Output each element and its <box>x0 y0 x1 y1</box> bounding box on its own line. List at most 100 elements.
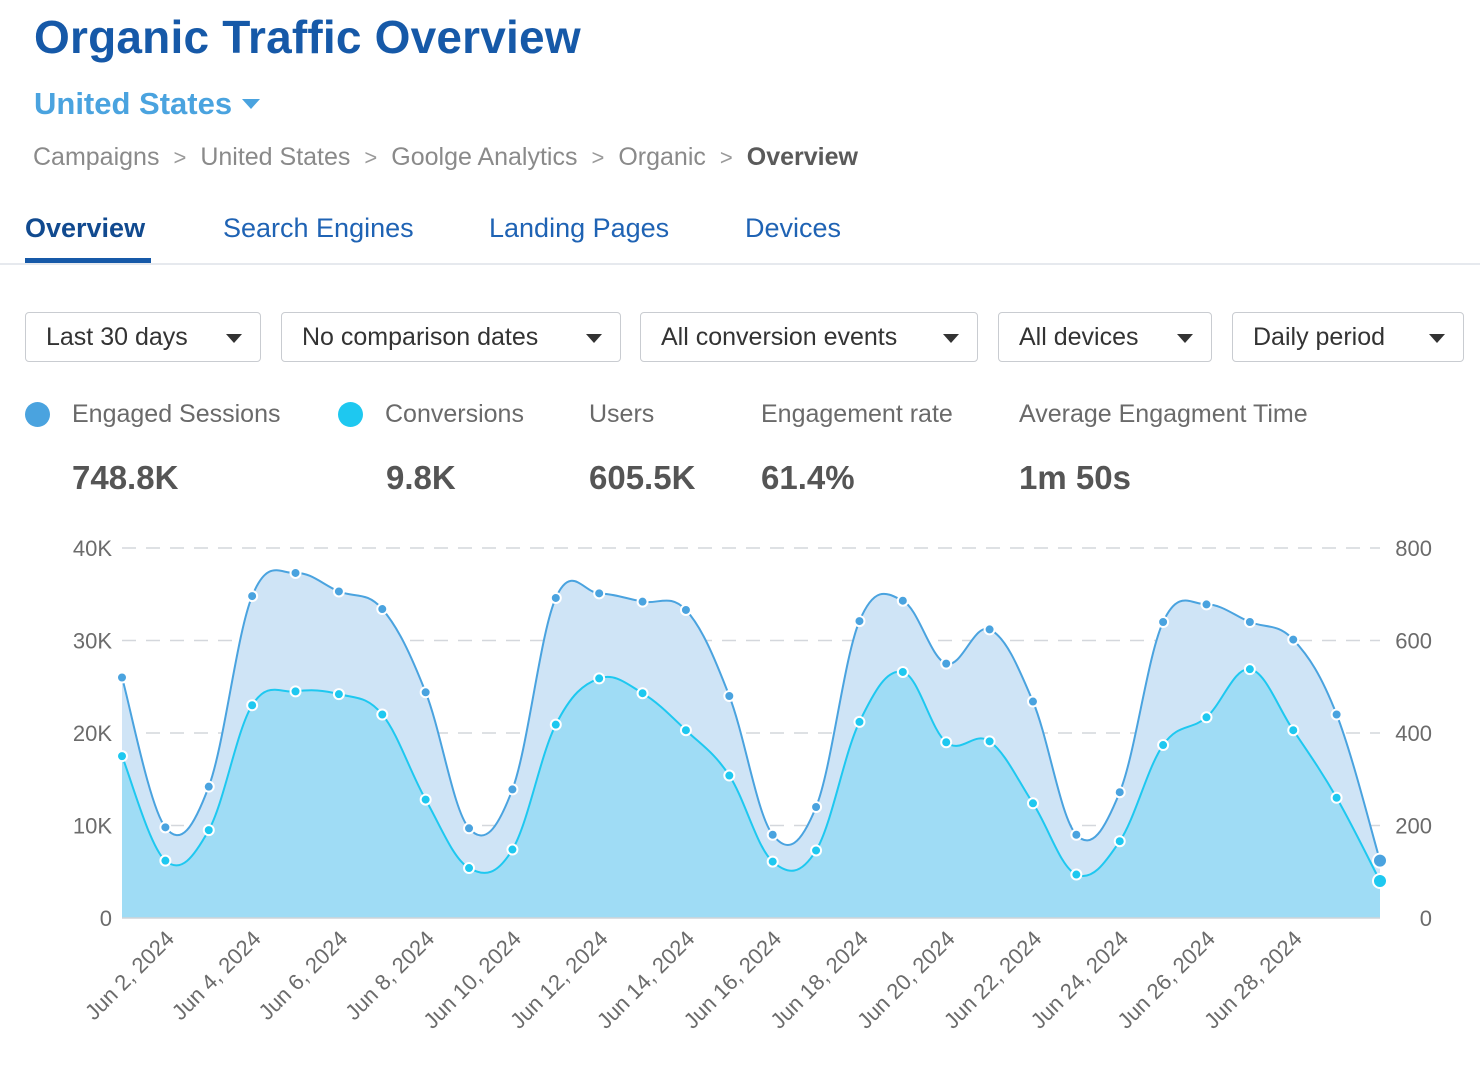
engaged-sessions-point <box>766 828 779 841</box>
conversions-point <box>723 769 736 782</box>
conversion-events-dropdown[interactable]: All conversion events <box>640 312 978 362</box>
period-value: Daily period <box>1253 322 1386 351</box>
left-axis-tick-label: 40K <box>73 536 112 561</box>
right-axis-tick-label: 0 <box>1420 906 1432 931</box>
conversions-point <box>810 844 823 857</box>
conversions-point <box>593 672 606 685</box>
engaged-sessions-point <box>1287 633 1300 646</box>
date-range-dropdown[interactable]: Last 30 days <box>25 312 261 362</box>
engaged-sessions-line <box>121 569 1381 861</box>
x-axis-tick-label: Jun 2, 2024 <box>80 926 179 1025</box>
breadcrumb-item-organic[interactable]: Organic <box>618 143 706 171</box>
metric-label: Engaged Sessions <box>72 400 281 428</box>
conversions-point <box>289 685 302 698</box>
engaged-sessions-point <box>593 587 606 600</box>
engaged-sessions-point <box>723 690 736 702</box>
active-tab-indicator <box>25 258 151 263</box>
engaged-sessions-point <box>1070 828 1083 841</box>
tab-bar: Overview Search Engines Landing Pages De… <box>0 205 1480 265</box>
conversions-point <box>419 793 432 806</box>
left-axis-tick-label: 10K <box>73 814 112 839</box>
metric-conversions[interactable]: Conversions 9.8K <box>338 400 524 497</box>
tab-search-engines[interactable]: Search Engines <box>223 213 414 243</box>
engaged-sessions-point <box>983 623 996 636</box>
x-axis-tick-label: Jun 6, 2024 <box>253 926 352 1025</box>
metric-average-engagement-time: Average Engagment Time 1m 50s <box>1019 400 1308 497</box>
x-axis-tick-label: Jun 4, 2024 <box>167 926 266 1025</box>
engaged-sessions-point <box>332 585 345 598</box>
breadcrumb-item-google-analytics[interactable]: Goolge Analytics <box>391 143 578 171</box>
series-dot-icon <box>338 402 363 427</box>
caret-down-icon <box>226 334 242 343</box>
conversions-point <box>766 855 779 868</box>
metric-value: 605.5K <box>589 459 696 496</box>
tab-devices[interactable]: Devices <box>745 213 842 243</box>
conversions-point <box>246 699 259 712</box>
metric-engagement-rate: Engagement rate 61.4% <box>761 400 953 497</box>
engaged-sessions-point <box>202 780 215 793</box>
region-selector[interactable]: United States <box>34 86 261 122</box>
breadcrumb-item-campaigns[interactable]: Campaigns <box>33 143 160 171</box>
metric-engaged-sessions[interactable]: Engaged Sessions 748.8K <box>25 400 280 497</box>
conversions-point <box>549 718 562 731</box>
conversions-point <box>940 736 953 749</box>
right-axis-tick-label: 600 <box>1395 629 1432 654</box>
devices-dropdown[interactable]: All devices <box>998 312 1212 362</box>
engaged-sessions-point <box>1200 598 1213 611</box>
engaged-sessions-point <box>549 591 562 604</box>
engaged-sessions-point <box>116 671 128 684</box>
conversions-point <box>332 688 345 701</box>
breadcrumb-current: Overview <box>746 143 858 171</box>
metric-label: Users <box>589 400 655 428</box>
engaged-sessions-point <box>940 657 953 670</box>
right-axis-tick-label: 400 <box>1395 721 1432 746</box>
conversions-point <box>202 824 215 837</box>
left-axis-tick-label: 30K <box>73 629 112 654</box>
conversions-point <box>896 665 909 678</box>
engaged-sessions-point <box>376 603 389 616</box>
metric-value: 748.8K <box>72 459 179 496</box>
comparison-dropdown[interactable]: No comparison dates <box>281 312 621 362</box>
engaged-sessions-point <box>1157 616 1170 628</box>
engaged-sessions-point <box>636 595 649 608</box>
conversions-point <box>1330 791 1343 804</box>
metric-value: 1m 50s <box>1019 459 1131 496</box>
tab-overview[interactable]: Overview <box>25 213 146 243</box>
engaged-sessions-point <box>1372 852 1388 869</box>
engaged-sessions-point <box>159 821 172 834</box>
conversions-point <box>1200 711 1213 724</box>
breadcrumb-separator: > <box>364 144 378 170</box>
conversions-point <box>1157 739 1170 752</box>
conversions-point <box>463 862 476 875</box>
comparison-value: No comparison dates <box>302 322 539 351</box>
conversions-point <box>983 735 996 748</box>
conversions-point <box>853 715 866 728</box>
tab-landing-pages[interactable]: Landing Pages <box>489 213 670 243</box>
caret-down-icon <box>1177 334 1193 343</box>
conversions-point <box>159 854 172 867</box>
caret-down-icon <box>1429 334 1445 343</box>
engaged-sessions-point <box>246 590 259 603</box>
breadcrumb-item-united-states[interactable]: United States <box>200 143 351 171</box>
conversions-point <box>636 687 649 700</box>
metric-value: 61.4% <box>761 459 855 496</box>
caret-down-icon <box>586 334 602 343</box>
region-label: United States <box>34 86 233 121</box>
engaged-sessions-point <box>896 594 909 607</box>
breadcrumb-separator: > <box>591 144 605 170</box>
conversions-point <box>1070 868 1083 881</box>
breadcrumb-separator: > <box>173 144 187 170</box>
left-axis-tick-label: 20K <box>73 721 112 746</box>
metric-label: Engagement rate <box>761 400 953 428</box>
conversions-point <box>116 750 128 763</box>
conversions-point <box>1287 724 1300 737</box>
engaged-sessions-point <box>419 686 432 699</box>
engaged-sessions-point <box>853 615 866 628</box>
engaged-sessions-point <box>289 566 302 579</box>
metric-users: Users 605.5K <box>589 400 695 497</box>
conversions-point <box>376 708 389 721</box>
engaged-sessions-point <box>810 801 823 813</box>
period-dropdown[interactable]: Daily period <box>1232 312 1464 362</box>
conversions-area <box>122 669 1380 918</box>
